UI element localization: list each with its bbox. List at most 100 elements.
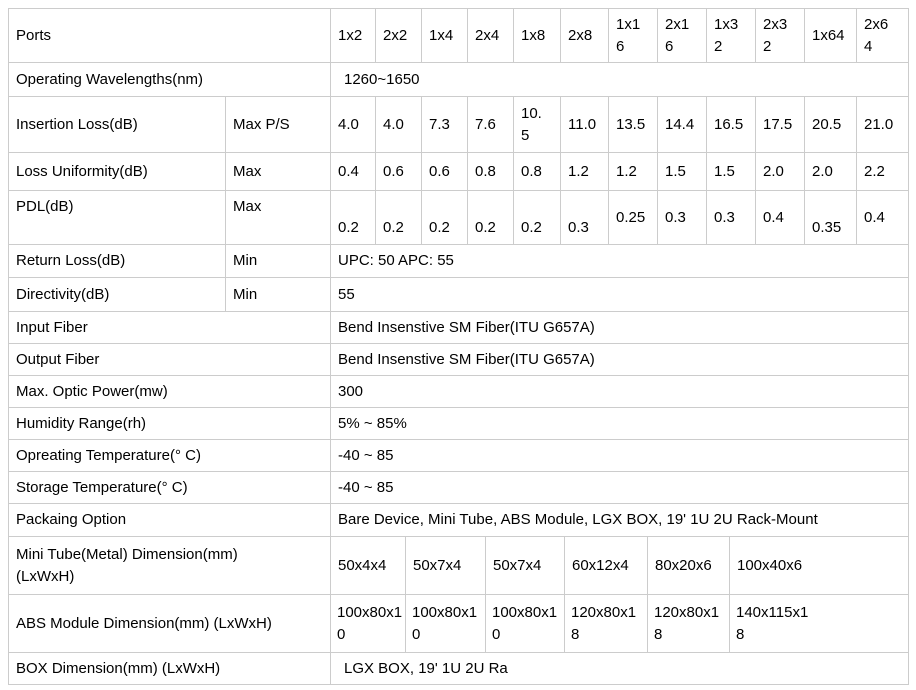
return-loss-sub: Min [226, 245, 331, 278]
loss-uniformity-value: 0.8 [514, 153, 561, 191]
row-box-dimension: BOX Dimension(mm) (LxWxH) LGX BOX, 19' 1… [9, 653, 909, 685]
pdl-value: 0.4 [756, 191, 805, 245]
port-header: 2x8 [561, 9, 609, 63]
port-header: 2x32 [756, 9, 805, 63]
box-dimension-value: LGX BOX, 19' 1U 2U Ra [331, 653, 909, 685]
max-optic-power-label: Max. Optic Power(mw) [9, 376, 331, 408]
port-header: 2x4 [468, 9, 514, 63]
row-insertion-loss: Insertion Loss(dB) Max P/S 4.0 4.0 7.3 7… [9, 97, 909, 153]
mini-tube-dimension-value: 50x7x4 [406, 537, 486, 595]
box-dimension-label: BOX Dimension(mm) (LxWxH) [9, 653, 331, 685]
pdl-value: 0.2 [376, 191, 422, 245]
port-header: 1x32 [707, 9, 756, 63]
wavelengths-value: 1260~1650 [331, 63, 909, 97]
humidity-range-value: 5% ~ 85% [331, 408, 909, 440]
storage-temperature-label: Storage Temperature(° C) [9, 472, 331, 504]
row-mini-tube-dimension: Mini Tube(Metal) Dimension(mm) (LxWxH) 5… [9, 537, 909, 595]
loss-uniformity-value: 2.0 [805, 153, 857, 191]
row-directivity: Directivity(dB) Min 55 [9, 278, 909, 312]
insertion-loss-value: 14.4 [658, 97, 707, 153]
pdl-value: 0.35 [805, 191, 857, 245]
port-header: 1x64 [805, 9, 857, 63]
port-header-text: 1x32 [714, 15, 739, 55]
mini-tube-dimension-label-text: Mini Tube(Metal) Dimension(mm) (LxWxH) [16, 545, 238, 585]
abs-dimension-text: 120x80x18 [571, 603, 637, 643]
output-fiber-value: Bend Insenstive SM Fiber(ITU G657A) [331, 344, 909, 376]
row-storage-temperature: Storage Temperature(° C) -40 ~ 85 [9, 472, 909, 504]
insertion-loss-value: 11.0 [561, 97, 609, 153]
wavelengths-label: Operating Wavelengths(nm) [9, 63, 331, 97]
directivity-label: Directivity(dB) [9, 278, 226, 312]
directivity-value: 55 [331, 278, 909, 312]
input-fiber-value: Bend Insenstive SM Fiber(ITU G657A) [331, 312, 909, 344]
abs-dimension-text: 120x80x18 [654, 603, 720, 643]
loss-uniformity-label: Loss Uniformity(dB) [9, 153, 226, 191]
pdl-value: 0.2 [422, 191, 468, 245]
row-wavelengths: Operating Wavelengths(nm) 1260~1650 [9, 63, 909, 97]
pdl-value: 0.4 [857, 191, 909, 245]
port-header: 1x4 [422, 9, 468, 63]
pdl-value: 0.25 [609, 191, 658, 245]
max-optic-power-value: 300 [331, 376, 909, 408]
insertion-loss-value: 10.5 [514, 97, 561, 153]
loss-uniformity-sub: Max [226, 153, 331, 191]
packaging-option-value: Bare Device, Mini Tube, ABS Module, LGX … [331, 504, 909, 537]
insertion-loss-value: 7.3 [422, 97, 468, 153]
row-packaging-option: Packaing Option Bare Device, Mini Tube, … [9, 504, 909, 537]
packaging-option-label: Packaing Option [9, 504, 331, 537]
loss-uniformity-value: 0.4 [331, 153, 376, 191]
row-loss-uniformity: Loss Uniformity(dB) Max 0.4 0.6 0.6 0.8 … [9, 153, 909, 191]
pdl-sub: Max [226, 191, 331, 245]
return-loss-value: UPC: 50 APC: 55 [331, 245, 909, 278]
pdl-value: 0.3 [707, 191, 756, 245]
mini-tube-dimension-label: Mini Tube(Metal) Dimension(mm) (LxWxH) [9, 537, 331, 595]
loss-uniformity-value: 1.2 [561, 153, 609, 191]
abs-module-dimension-value: 100x80x10 [331, 595, 406, 653]
loss-uniformity-value: 1.5 [707, 153, 756, 191]
loss-uniformity-value: 2.0 [756, 153, 805, 191]
port-header-text: 2x16 [665, 15, 690, 55]
mini-tube-dimension-value: 50x4x4 [331, 537, 406, 595]
pdl-value: 0.3 [658, 191, 707, 245]
abs-dimension-text: 100x80x10 [412, 603, 478, 643]
port-header: 2x16 [658, 9, 707, 63]
pdl-value: 0.3 [561, 191, 609, 245]
row-return-loss: Return Loss(dB) Min UPC: 50 APC: 55 [9, 245, 909, 278]
pdl-value: 0.2 [514, 191, 561, 245]
row-ports: Ports 1x2 2x2 1x4 2x4 1x8 2x8 1x16 2x16 … [9, 9, 909, 63]
mini-tube-dimension-value: 60x12x4 [565, 537, 648, 595]
row-abs-module-dimension: ABS Module Dimension(mm) (LxWxH) 100x80x… [9, 595, 909, 653]
pdl-value: 0.2 [331, 191, 376, 245]
spec-table: Ports 1x2 2x2 1x4 2x4 1x8 2x8 1x16 2x16 … [8, 8, 909, 685]
abs-module-dimension-label: ABS Module Dimension(mm) (LxWxH) [9, 595, 331, 653]
loss-uniformity-value: 0.6 [376, 153, 422, 191]
input-fiber-label: Input Fiber [9, 312, 331, 344]
insertion-loss-value-text: 10.5 [521, 104, 542, 144]
return-loss-label: Return Loss(dB) [9, 245, 226, 278]
port-header: 1x16 [609, 9, 658, 63]
insertion-loss-sub: Max P/S [226, 97, 331, 153]
humidity-range-label: Humidity Range(rh) [9, 408, 331, 440]
loss-uniformity-value: 1.5 [658, 153, 707, 191]
row-operating-temperature: Opreating Temperature(° C) -40 ~ 85 [9, 440, 909, 472]
port-header-text: 2x32 [763, 15, 788, 55]
insertion-loss-value: 20.5 [805, 97, 857, 153]
abs-module-dimension-value: 120x80x18 [648, 595, 730, 653]
insertion-loss-label: Insertion Loss(dB) [9, 97, 226, 153]
mini-tube-dimension-value: 80x20x6 [648, 537, 730, 595]
row-output-fiber: Output Fiber Bend Insenstive SM Fiber(IT… [9, 344, 909, 376]
row-input-fiber: Input Fiber Bend Insenstive SM Fiber(ITU… [9, 312, 909, 344]
insertion-loss-value: 17.5 [756, 97, 805, 153]
output-fiber-label: Output Fiber [9, 344, 331, 376]
row-humidity-range: Humidity Range(rh) 5% ~ 85% [9, 408, 909, 440]
mini-tube-dimension-value: 100x40x6 [730, 537, 909, 595]
port-header: 2x64 [857, 9, 909, 63]
insertion-loss-value: 13.5 [609, 97, 658, 153]
port-header: 2x2 [376, 9, 422, 63]
row-pdl: PDL(dB) Max 0.2 0.2 0.2 0.2 0.2 0.3 0.25… [9, 191, 909, 245]
abs-dimension-text: 140x115x18 [736, 603, 809, 643]
abs-module-dimension-value: 100x80x10 [486, 595, 565, 653]
insertion-loss-value: 16.5 [707, 97, 756, 153]
port-header-text: 2x64 [864, 15, 889, 55]
abs-module-dimension-value: 100x80x10 [406, 595, 486, 653]
